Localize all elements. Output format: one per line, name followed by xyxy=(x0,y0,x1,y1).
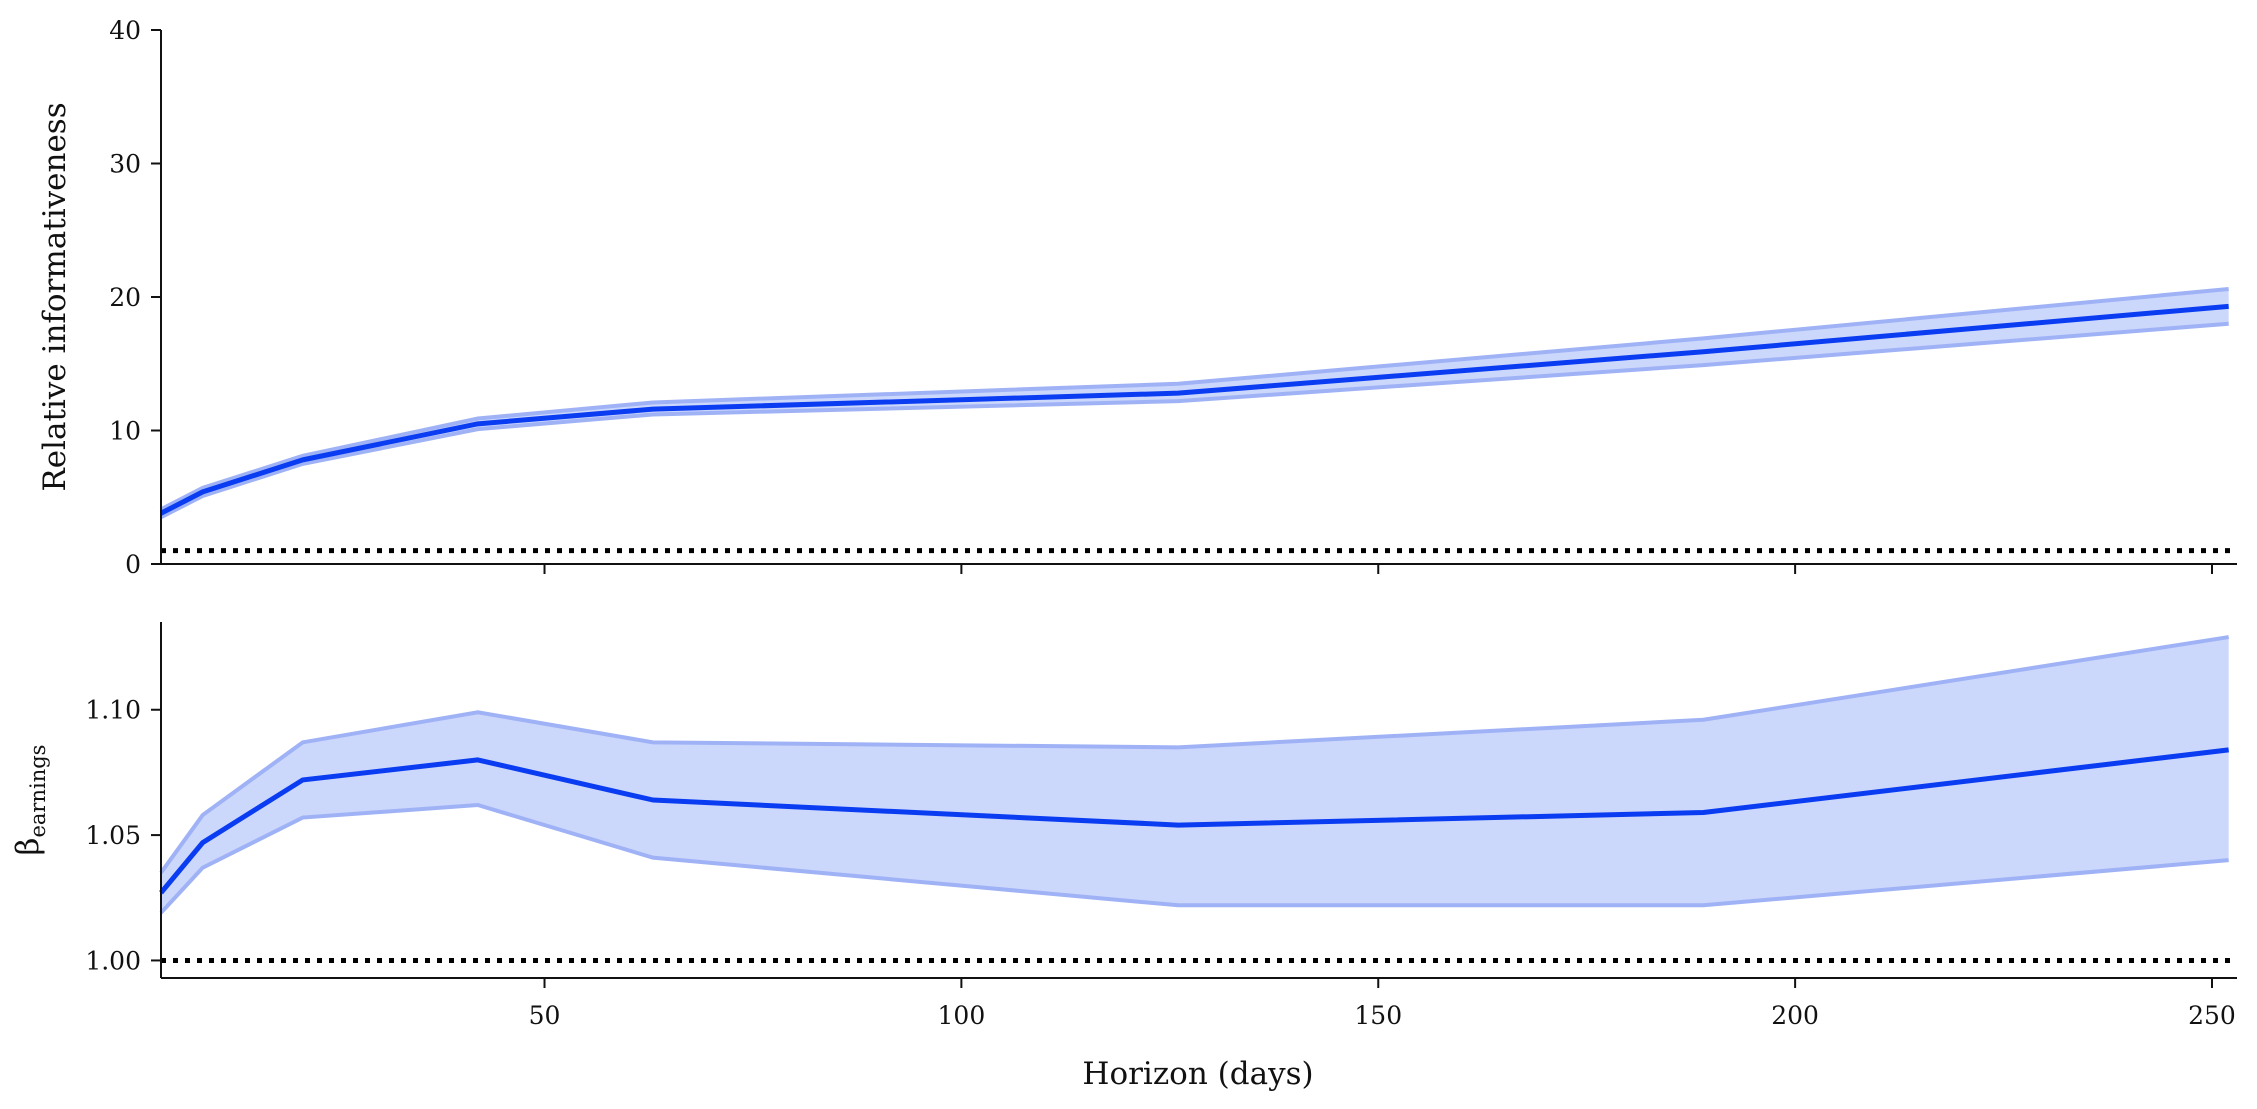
series-line xyxy=(159,747,2229,895)
y-tick-label: 20 xyxy=(109,283,141,312)
band-upper-edge xyxy=(160,286,2229,512)
confidence-band xyxy=(161,637,2229,913)
confidence-band xyxy=(161,288,2229,518)
y-tick-label: 40 xyxy=(109,16,141,45)
band-upper-edge xyxy=(159,635,2229,874)
band-lower-edge xyxy=(160,321,2229,520)
x-tick-label: 200 xyxy=(1771,1001,1819,1030)
y-axis-title: Relative informativeness xyxy=(37,102,73,491)
y-tick-label: 1.10 xyxy=(85,696,141,725)
beta-earnings-panel: 1.00 1.05 1.10 50 100 150 200 250 βearnings Horiz… xyxy=(10,622,2237,1092)
x-axis-title: Horizon (days) xyxy=(1082,1056,1313,1092)
series-line xyxy=(159,303,2229,516)
x-tick-label: 150 xyxy=(1354,1001,1402,1030)
band-lower-edge xyxy=(159,802,2229,915)
y-axis-title: βearnings xyxy=(10,745,50,856)
x-tick-label: 250 xyxy=(2188,1001,2236,1030)
y-tick-label: 10 xyxy=(109,417,141,446)
informativeness-panel: 0 10 20 30 40 Relative informativeness xyxy=(37,16,2237,579)
y-axis-title-subscript: earnings xyxy=(26,745,50,838)
x-tick-label: 50 xyxy=(529,1001,561,1030)
y-tick-label: 0 xyxy=(125,550,141,579)
y-tick-label: 1.00 xyxy=(85,946,141,975)
y-tick-label: 1.05 xyxy=(85,821,141,850)
x-tick-label: 100 xyxy=(938,1001,986,1030)
y-tick-label: 30 xyxy=(109,150,141,179)
